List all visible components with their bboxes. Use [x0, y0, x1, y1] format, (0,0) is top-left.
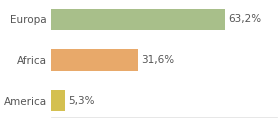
Text: 63,2%: 63,2% [228, 14, 261, 24]
Bar [51, 49, 138, 71]
Bar [51, 90, 65, 111]
Text: 5,3%: 5,3% [69, 96, 95, 106]
Bar [51, 9, 225, 30]
Text: 31,6%: 31,6% [141, 55, 174, 65]
